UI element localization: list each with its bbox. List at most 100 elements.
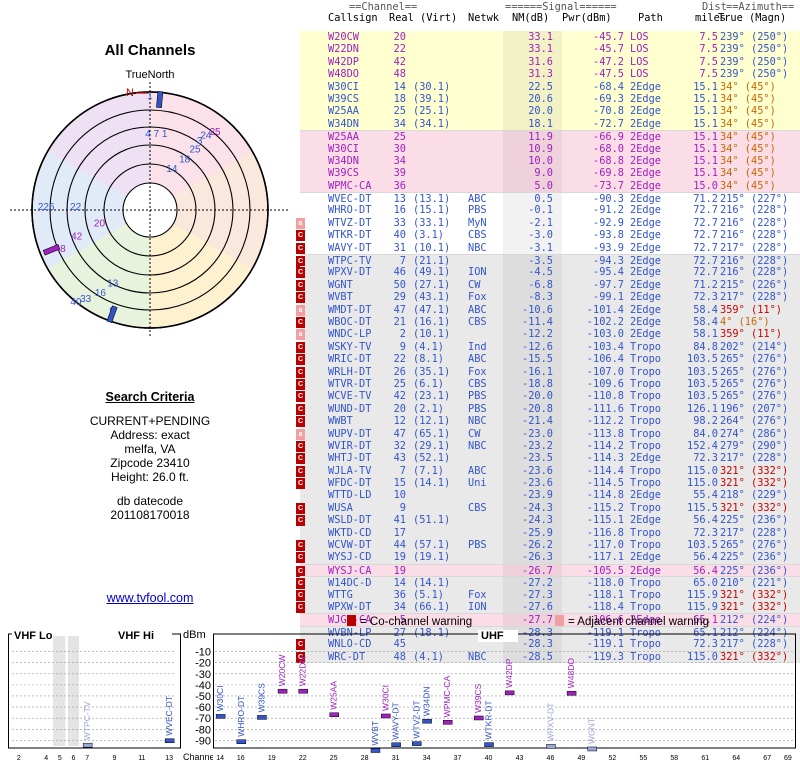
radar-station-label: 33 <box>80 294 92 305</box>
cell-path: 2Edge <box>630 216 661 229</box>
datecode-label: db datecode <box>116 494 184 508</box>
radar-sector <box>48 210 150 327</box>
cell-az: 265° (276°) <box>720 539 789 552</box>
cell-pwr: -102.2 <box>586 315 624 328</box>
cell-virt: (49.1) <box>413 266 451 279</box>
cell-call: WTKR-DT <box>328 229 372 242</box>
co-channel-warning-icon: C <box>296 267 305 279</box>
cell-call: WKTD-CD <box>328 526 372 539</box>
spectrum-station-label: WPMC-CA <box>442 675 452 717</box>
cell-dist: 56.4 <box>693 564 718 577</box>
cell-path: 2Edge <box>630 452 661 465</box>
radar-sector <box>48 93 150 210</box>
cell-call: WHRO-DT <box>328 204 372 217</box>
cell-virt: (19.1) <box>413 551 451 564</box>
cell-az: 359° (11°) <box>720 328 782 341</box>
cell-pwr: -94.3 <box>593 255 624 268</box>
table-row: W30CI 30 10.9 -68.0 2Edge 15.1 34° (45°) <box>300 142 800 155</box>
cell-az: 321° (332°) <box>720 588 789 601</box>
cell-real: 10 <box>393 489 406 502</box>
cell-pwr: -91.2 <box>593 204 624 217</box>
cell-dist: 7.5 <box>699 55 718 68</box>
cell-nm: -23.0 <box>522 427 553 440</box>
cell-real: 19 <box>393 551 406 564</box>
cell-pwr: -97.7 <box>593 278 624 291</box>
channel-tick-label: 7 <box>85 755 89 762</box>
table-row: C WUSA 9 CBS -24.3 -115.2 Tropo 115.5 321° (332°… <box>296 501 800 515</box>
spectrum-title-bg <box>12 630 172 642</box>
cell-az: 264° (276°) <box>720 415 789 428</box>
adjacent-channel-warning-icon: a <box>296 217 305 229</box>
spectrum-station-label: W42DP <box>504 658 514 688</box>
cell-path: 2Edge <box>630 154 661 167</box>
cell-pwr: -117.0 <box>586 539 624 552</box>
header-path: Path <box>638 12 663 24</box>
cell-net: CBS <box>468 315 487 328</box>
cell-nm: 5.0 <box>534 179 553 192</box>
cell-real: 43 <box>393 452 406 465</box>
cell-dist: 115.5 <box>687 501 718 514</box>
cell-virt: (34.1) <box>413 117 451 130</box>
cell-real: 46 <box>393 266 406 279</box>
cell-call: WUND-DT <box>328 402 372 415</box>
cell-nm: 0.5 <box>534 193 553 206</box>
cell-call: WVBN-LP <box>328 626 372 639</box>
table-row: W42DP 42 31.6 -47.2 LOS 7.5 239° (250°) <box>300 55 800 69</box>
header-pwr: Pwr(dBm) <box>562 12 612 24</box>
cell-nm: 20.6 <box>528 92 553 105</box>
table-row: W30CI 14 (30.1) 22.5 -68.4 2Edge 15.1 34° (45°) <box>300 80 800 93</box>
cell-real: 9 <box>399 340 406 353</box>
cell-path: 2Edge <box>630 241 661 254</box>
nm-shade <box>503 340 562 354</box>
cell-path: Tropo <box>630 526 661 539</box>
table-row: C WCVW-DT 44 (57.1) PBS -26.2 -117.0 Tropo 103.5… <box>296 539 800 552</box>
nm-shade <box>503 365 562 378</box>
cell-az: 216° (228°) <box>720 216 789 229</box>
cell-nm: -8.3 <box>528 291 553 304</box>
cell-nm: 11.9 <box>528 131 553 144</box>
co-channel-warning-icon: C <box>296 540 305 552</box>
nm-shade <box>503 353 562 366</box>
spectrum-signal-mark <box>370 748 381 753</box>
table-row: W20CW 20 33.1 -45.7 LOS 7.5 239° (250°) <box>300 31 800 44</box>
co-channel-legend: = Co-channel warning <box>347 615 472 629</box>
cell-real: 31 <box>393 241 406 254</box>
cell-dist: 15.1 <box>693 92 718 105</box>
radar-station-label: 48 <box>55 244 67 255</box>
cell-az: 34° (45°) <box>720 117 776 130</box>
cell-net: Fox <box>468 588 487 601</box>
spectrum-station-label: W25AA <box>329 681 339 710</box>
co-channel-warning-icon: C <box>296 478 305 490</box>
spectrum-station-label: WTKR-DT <box>484 700 494 739</box>
cell-az: 216° (228°) <box>720 229 789 242</box>
cell-virt: (4.1) <box>413 340 444 353</box>
tvfool-link[interactable]: www.tvfool.com <box>106 591 194 605</box>
cell-call: W34DN <box>328 154 359 167</box>
nm-shade <box>503 600 562 614</box>
header-nm: NM(dB) <box>512 12 550 24</box>
cell-path: Tropo <box>630 340 661 353</box>
cell-dist: 115.0 <box>687 650 718 663</box>
cell-dist: 72.3 <box>693 291 718 304</box>
cell-call: WMDT-DT <box>328 303 372 316</box>
cell-pwr: -72.7 <box>593 117 624 130</box>
table-row: C WSKY-TV 9 (4.1) Ind -12.6 -103.4 Tropo 84.8 202… <box>296 340 800 354</box>
table-row: W34DN 34 10.0 -68.8 2Edge 15.1 34° (45°) <box>300 154 800 168</box>
criteria-address: Address: exact <box>110 428 190 442</box>
cell-net: NBC <box>468 415 487 428</box>
cell-nm: 31.6 <box>528 55 553 68</box>
cell-dist: 115.9 <box>687 600 718 613</box>
cell-call: WPXV-DT <box>328 266 372 279</box>
cell-az: 210° (221°) <box>720 577 789 590</box>
cell-path: Tropo <box>630 626 661 639</box>
cell-virt: (3.1) <box>413 229 444 242</box>
cell-path: 2Edge <box>630 291 661 304</box>
header-group-azimuth: ==Azimuth== <box>726 1 795 13</box>
table-row: C WSLD-DT 41 (51.1) -24.3 -115.1 2Edge 56.4 225°… <box>296 514 800 527</box>
cell-call: WRLH-DT <box>328 365 372 378</box>
nm-shade <box>503 439 562 453</box>
spectrum-station-label: WGNT <box>587 718 597 744</box>
cell-pwr: -93.8 <box>593 229 624 242</box>
cell-path: 2Edge <box>630 303 661 316</box>
cell-net: PBS <box>468 539 487 552</box>
